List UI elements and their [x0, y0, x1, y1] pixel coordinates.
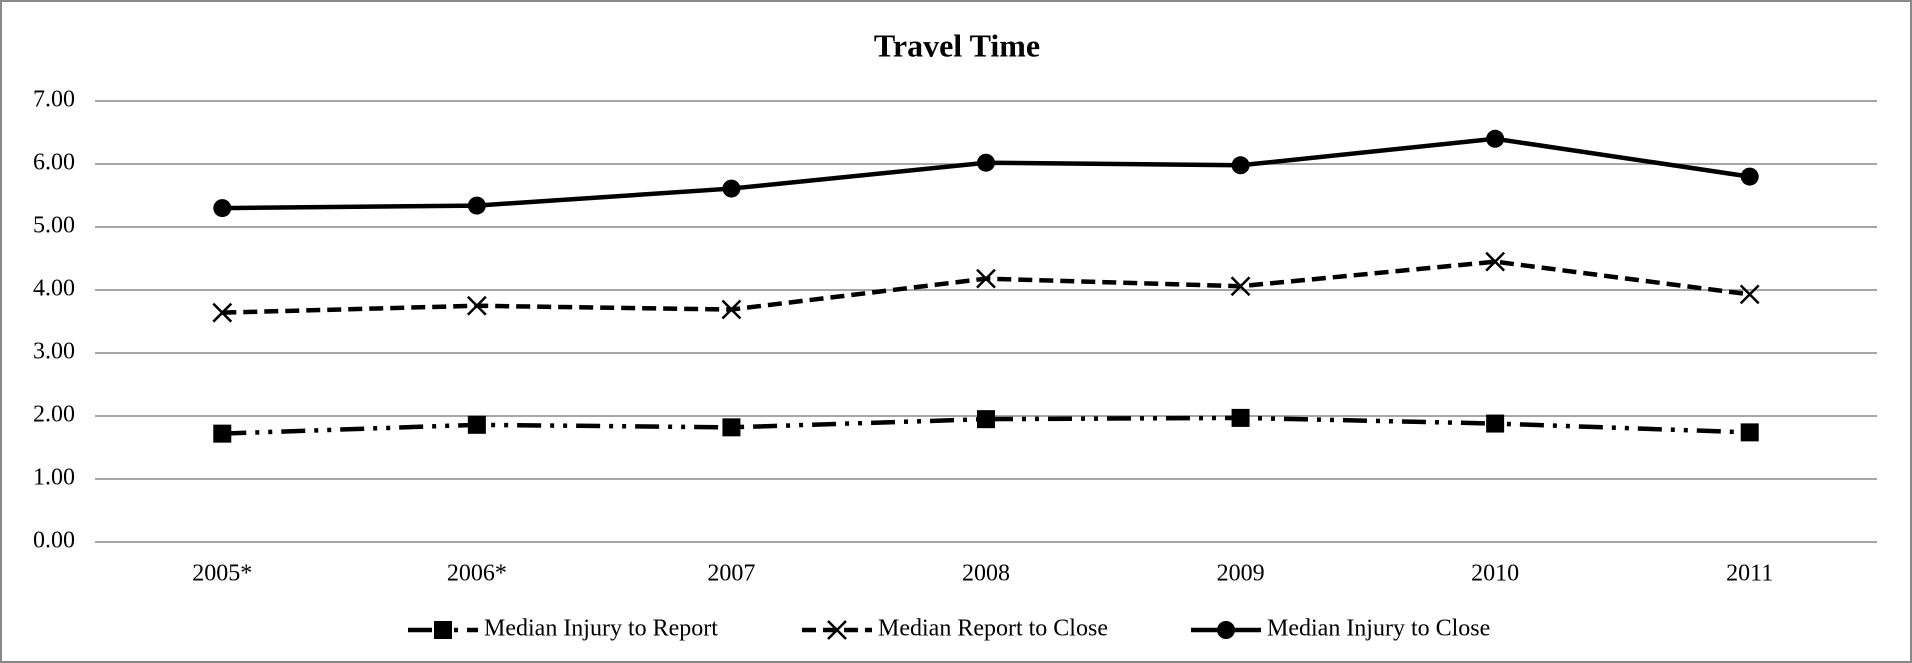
marker	[1231, 156, 1250, 175]
x-tick-label: 2007	[707, 561, 755, 587]
marker	[467, 196, 486, 215]
marker	[213, 424, 232, 443]
marker	[977, 153, 995, 172]
marker	[827, 620, 847, 640]
legend-label: Median Injury to Report	[484, 616, 718, 642]
marker	[1231, 408, 1250, 427]
chart-title: Travel Time	[874, 27, 1040, 63]
y-tick-label: 6.00	[33, 150, 75, 176]
marker	[1739, 284, 1760, 305]
marker	[722, 179, 741, 198]
marker	[1740, 423, 1759, 442]
y-tick-label: 4.00	[33, 276, 75, 302]
x-tick-label: 2006*	[447, 561, 507, 587]
marker	[213, 199, 232, 218]
marker	[212, 302, 233, 323]
marker	[1486, 129, 1505, 148]
y-tick-label: 3.00	[33, 339, 75, 365]
legend-label: Median Report to Close	[878, 616, 1108, 642]
marker	[434, 621, 452, 639]
marker	[1230, 276, 1251, 297]
y-tick-label: 2.00	[33, 402, 75, 428]
y-tick-label: 0.00	[33, 528, 75, 554]
marker	[1485, 251, 1506, 272]
marker	[976, 268, 996, 289]
marker	[1740, 167, 1759, 186]
legend-label: Median Injury to Close	[1267, 616, 1490, 642]
x-tick-label: 2011	[1726, 561, 1773, 587]
marker	[977, 410, 995, 429]
marker	[721, 299, 742, 320]
marker	[722, 418, 741, 437]
x-tick-label: 2010	[1471, 561, 1519, 587]
x-tick-label: 2005*	[192, 561, 252, 587]
x-tick-label: 2009	[1217, 561, 1265, 587]
x-tick-label: 2008	[962, 561, 1010, 587]
y-tick-label: 1.00	[33, 465, 75, 491]
y-tick-label: 5.00	[33, 213, 75, 239]
marker	[466, 295, 487, 316]
y-tick-label: 7.00	[33, 87, 75, 113]
marker	[1217, 621, 1235, 639]
marker	[1486, 414, 1505, 433]
marker	[467, 415, 486, 434]
